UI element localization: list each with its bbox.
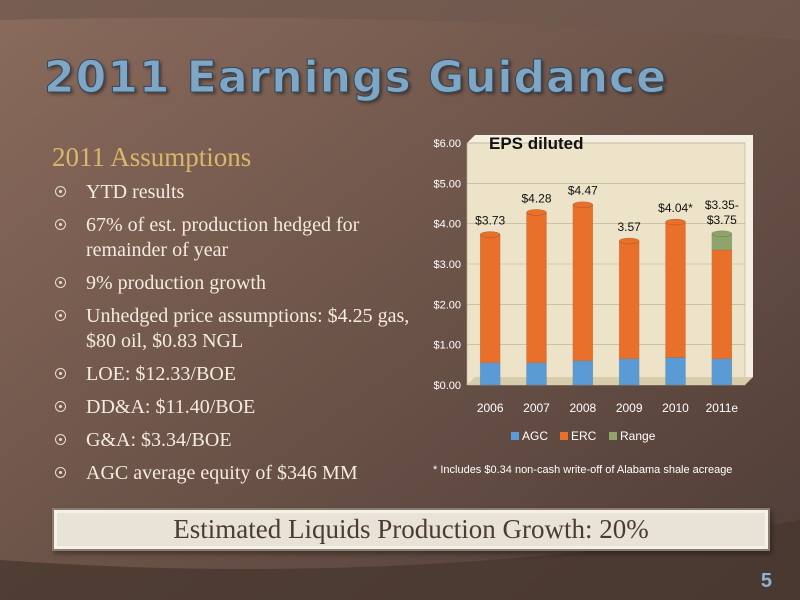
data-label: $4.28 [521, 191, 551, 205]
data-label: $3.73 [475, 214, 505, 228]
bar-top-cap [618, 237, 640, 245]
circle-bullet-icon [55, 434, 66, 445]
bar-segment-agc [618, 358, 640, 386]
data-label: $4.04* [658, 201, 693, 215]
data-label: $3.75 [707, 213, 737, 227]
circle-bullet-icon [55, 186, 66, 197]
bar-segment-erc [711, 249, 733, 360]
bar-segment-erc [572, 204, 594, 362]
bar-segment-agc [711, 358, 733, 386]
bar-segment-agc [572, 360, 594, 386]
legend-swatch-agc [511, 432, 519, 440]
bar-top-cap [526, 209, 547, 216]
circle-bullet-icon [55, 277, 66, 288]
bar-top-cap [572, 201, 594, 208]
x-tick-label: 2010 [662, 401, 689, 415]
plot-floor [467, 377, 753, 385]
assumption-item: 67% of est. production hedged for remain… [52, 213, 412, 263]
bar-top-cap [665, 218, 686, 226]
data-label: $3.35- [705, 198, 739, 212]
y-tick-label: $0.00 [433, 380, 461, 392]
y-tick-label: $3.00 [433, 259, 461, 271]
assumption-item: 9% production growth [52, 271, 412, 296]
chart-title: EPS diluted [489, 134, 583, 153]
assumptions-list: YTD results 67% of est. production hedge… [52, 180, 412, 494]
x-tick-label: 2008 [569, 401, 596, 415]
data-label: $4.47 [568, 184, 598, 198]
bar-segment-agc [479, 362, 501, 386]
legend-label: ERC [571, 429, 597, 443]
chart-footnote: * Includes $0.34 non-cash write-off of A… [433, 464, 733, 476]
slide-title: 2011 Earnings Guidance [44, 52, 667, 104]
x-tick-label: 2011e [706, 401, 739, 415]
legend-label: AGC [522, 429, 548, 443]
bar-segment-agc [665, 357, 686, 386]
circle-bullet-icon [55, 467, 66, 478]
bar-segment-erc [479, 234, 501, 364]
bar-segment-erc [618, 240, 640, 360]
x-tick-label: 2006 [477, 401, 504, 415]
assumption-item: G&A: $3.34/BOE [52, 428, 412, 453]
circle-bullet-icon [55, 401, 66, 412]
y-tick-label: $6.00 [433, 138, 461, 150]
bar-segment-erc [665, 221, 686, 358]
page-number: 5 [760, 570, 772, 592]
circle-bullet-icon [55, 368, 66, 379]
circle-bullet-icon [55, 219, 66, 230]
bar-segment-erc [526, 212, 547, 364]
data-label: 3.57 [617, 220, 641, 234]
x-tick-label: 2007 [523, 401, 550, 415]
assumption-item: YTD results [52, 180, 412, 205]
x-tick-label: 2009 [616, 401, 643, 415]
y-tick-label: $1.00 [433, 340, 461, 352]
assumptions-heading: 2011 Assumptions [52, 142, 252, 172]
legend-swatch-erc [560, 432, 568, 440]
y-tick-label: $2.00 [433, 299, 461, 311]
assumption-item: LOE: $12.33/BOE [52, 362, 412, 387]
assumption-item: AGC average equity of $346 MM [52, 461, 412, 486]
assumption-item: DD&A: $11.40/BOE [52, 395, 412, 420]
legend-swatch-range [609, 432, 617, 440]
y-tick-label: $5.00 [433, 178, 461, 190]
circle-bullet-icon [55, 310, 66, 321]
legend-label: Range [620, 429, 656, 443]
bar-segment-agc [526, 362, 547, 386]
y-tick-label: $4.00 [433, 219, 461, 231]
bar-top-cap [711, 230, 733, 237]
liquids-growth-banner: Estimated Liquids Production Growth: 20% [52, 508, 770, 551]
banner-text: Estimated Liquids Production Growth: 20% [173, 514, 649, 544]
assumption-item: Unhedged price assumptions: $4.25 gas, $… [52, 304, 412, 354]
bar-top-cap [479, 231, 501, 238]
